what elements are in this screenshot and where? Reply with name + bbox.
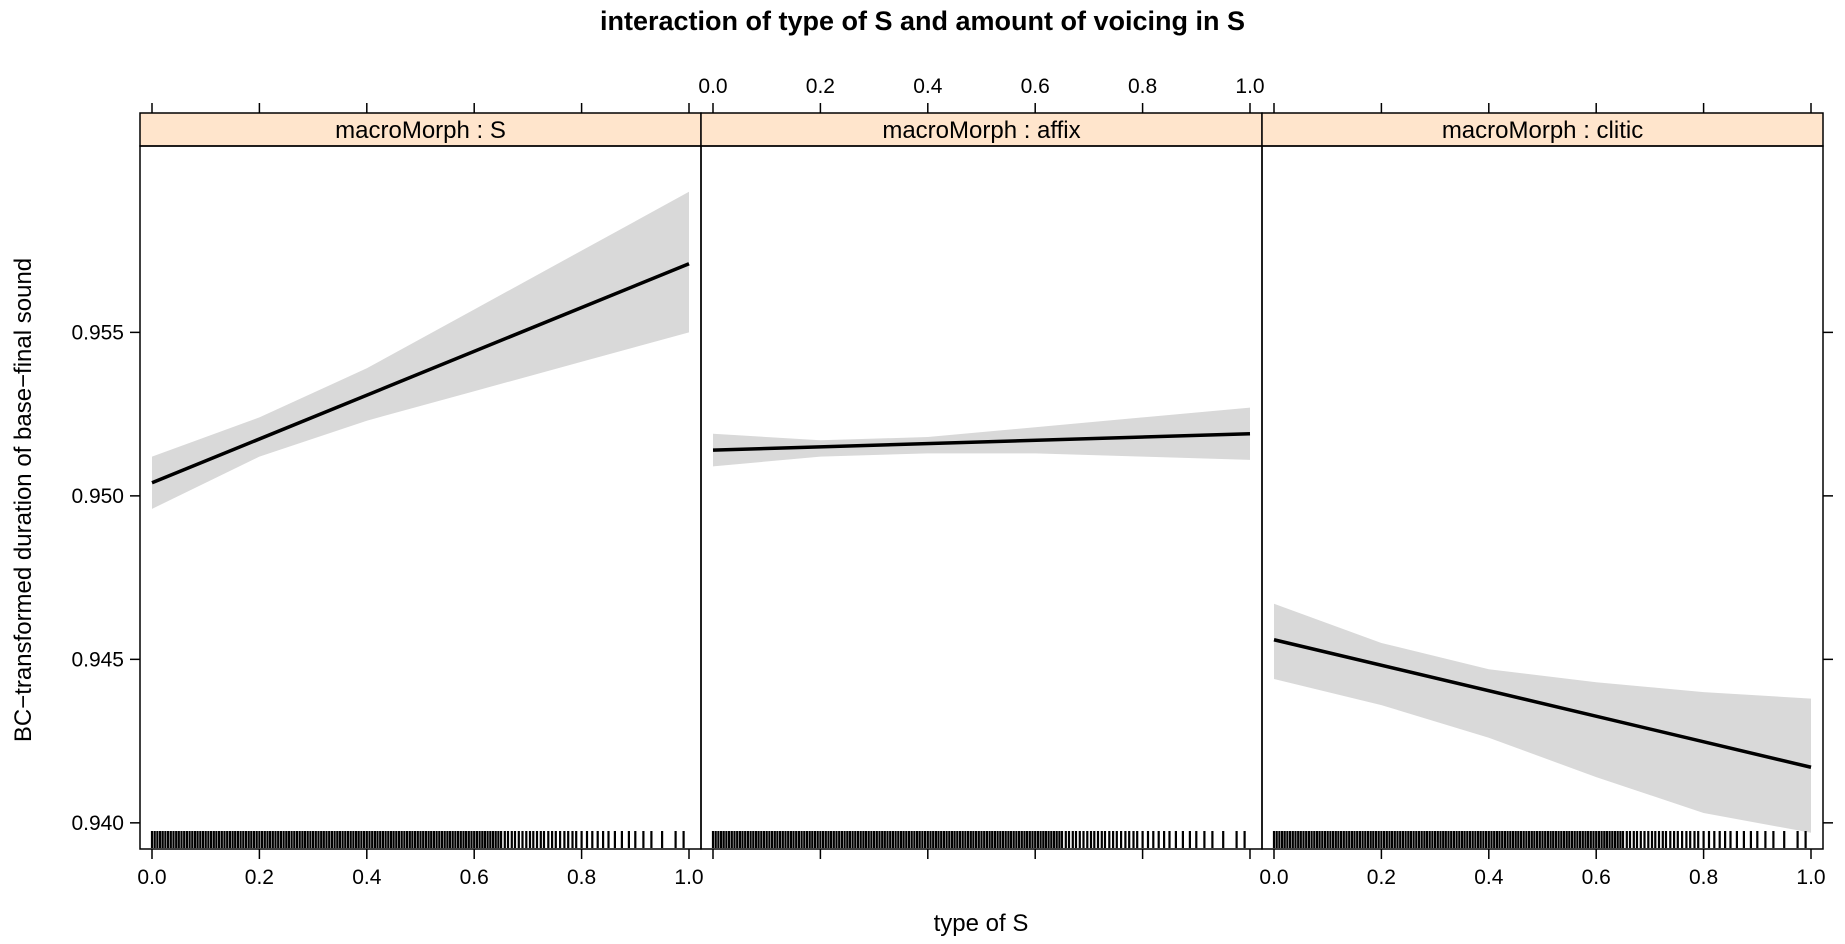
panel-frames: macroMorph : S macroMorph : affix macroMor… [139, 112, 1824, 850]
x-tick-label-top: 1.0 [1235, 75, 1264, 98]
rug-marks [150, 831, 1807, 848]
x-axis-label: type of S [933, 910, 1029, 937]
strip-label-2: macroMorph : affix [882, 117, 1080, 144]
chart-title: interaction of type of S and amount of v… [599, 6, 1246, 36]
x-tick-label-bottom: 0.6 [460, 866, 489, 889]
strip-label-3: macroMorph : clitic [1442, 117, 1643, 144]
x-tick-label-bottom: 0.2 [245, 866, 274, 889]
fit-lines [151, 262, 1812, 769]
y-tick-label: 0.940 [71, 812, 124, 835]
fit-line-1 [151, 262, 690, 485]
y-tick-label: 0.955 [71, 321, 124, 344]
panel-frame-3 [1261, 145, 1824, 850]
x-tick-label-bottom: 0.4 [352, 866, 382, 889]
fit-line-3 [1273, 638, 1812, 769]
x-tick-label-bottom: 0.0 [137, 866, 166, 889]
x-tick-label-bottom: 0.8 [567, 866, 596, 889]
x-tick-label-top: 0.6 [1021, 75, 1050, 98]
confidence-band-3 [1274, 603, 1811, 833]
x-tick-label-bottom: 0.4 [1474, 866, 1504, 889]
x-tick-label-bottom: 0.0 [1259, 866, 1288, 889]
x-tick-label-bottom: 1.0 [674, 866, 703, 889]
x-tick-label-bottom: 0.2 [1367, 866, 1396, 889]
y-tick-label: 0.950 [71, 485, 124, 508]
fit-line-2 [712, 431, 1251, 452]
rug-2 [711, 831, 1246, 848]
confidence-bands [152, 191, 1811, 833]
x-tick-label-top: 0.2 [806, 75, 835, 98]
x-tick-label-top: 0.4 [913, 75, 943, 98]
strip-1 [139, 112, 702, 147]
strip-label-1: macroMorph : S [335, 117, 506, 144]
x-tick-label-top: 0.0 [698, 75, 727, 98]
x-tick-label-bottom: 0.8 [1689, 866, 1718, 889]
axes: 0.0 0.2 0.4 0.6 0.8 1.0 0.0 0.2 0.4 0.6 0.8 1.0 0.0 0… [71, 75, 1833, 889]
panel-frame-2 [700, 145, 1263, 850]
rug-1 [150, 831, 685, 848]
y-tick-label: 0.945 [71, 648, 124, 671]
x-tick-label-bottom: 1.0 [1796, 866, 1825, 889]
y-axis-label: BC−transformed duration of base−final so… [10, 257, 37, 743]
rug-3 [1272, 831, 1807, 848]
x-tick-label-bottom: 0.6 [1582, 866, 1611, 889]
confidence-band-1 [152, 191, 689, 509]
x-tick-label-top: 0.8 [1128, 75, 1157, 98]
confidence-band-2 [713, 407, 1250, 467]
